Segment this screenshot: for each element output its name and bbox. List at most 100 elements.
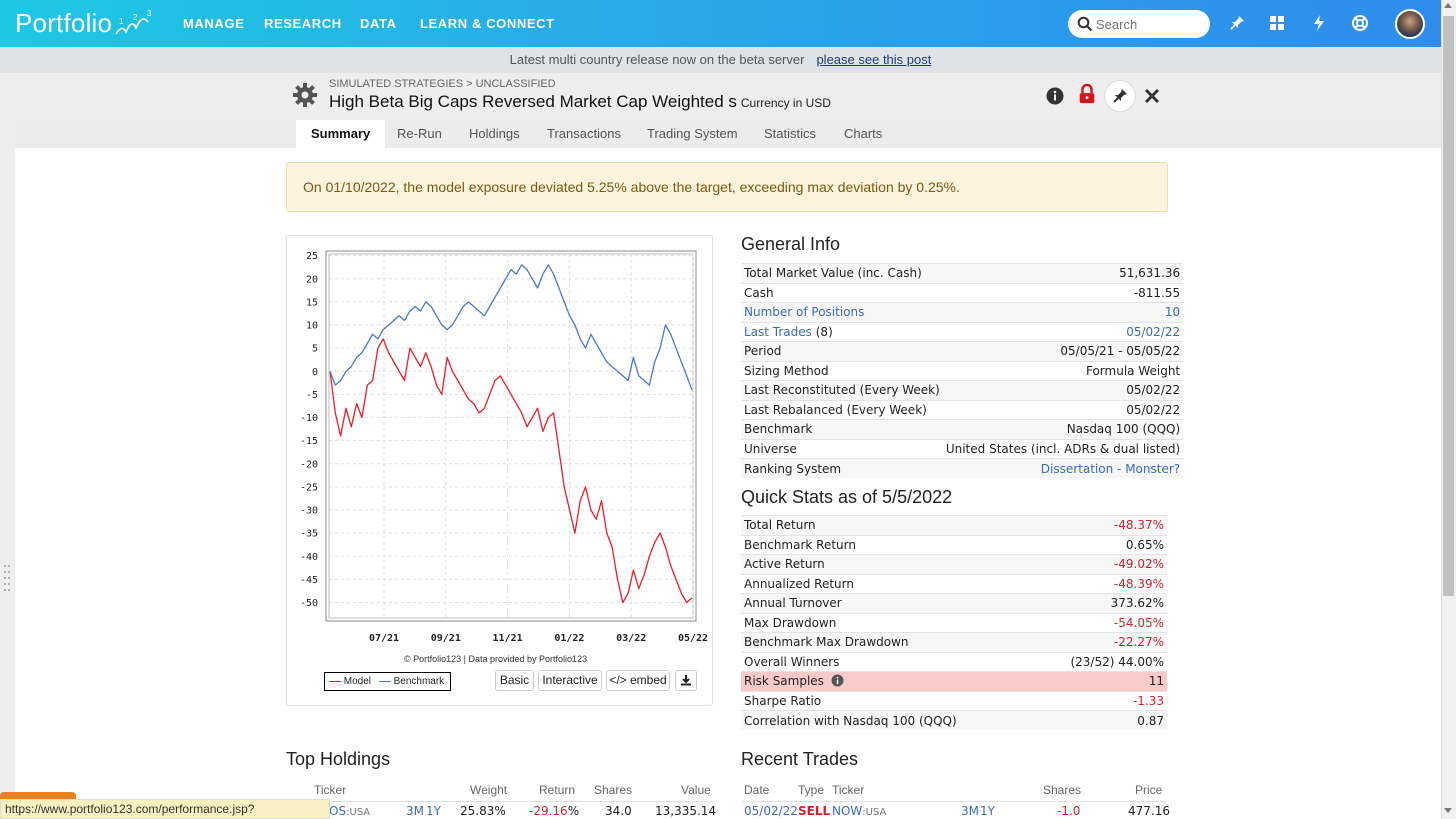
basic-chart-button[interactable]: Basic xyxy=(495,670,534,691)
table-row: Benchmark Return 0.65% xyxy=(741,534,1167,555)
gear-icon[interactable] xyxy=(292,82,318,108)
holding-3m-link[interactable]: 3M xyxy=(406,804,424,818)
nav-data[interactable]: DATA xyxy=(360,16,397,31)
col-ticker[interactable]: Ticker xyxy=(314,783,347,797)
row-label: Total Return xyxy=(741,515,1034,535)
x-tick-label: 11/21 xyxy=(493,633,523,644)
row-value: -54.05% xyxy=(1033,612,1167,633)
table-row: Benchmark Max Drawdown -22.27% xyxy=(741,632,1167,652)
trade-date-link[interactable]: 05/02/22 xyxy=(744,804,798,818)
search-box[interactable] xyxy=(1068,10,1210,38)
nav-manage[interactable]: MANAGE xyxy=(183,16,245,31)
row-label: Annualized Return xyxy=(741,573,1034,594)
trade-ticker[interactable]: NOW:USA xyxy=(832,804,887,818)
number-of-positions-link[interactable]: Number of Positions xyxy=(741,302,943,322)
general-info-title: General Info xyxy=(741,234,841,254)
ranking-system-link[interactable]: Dissertation - Monster? xyxy=(942,458,1184,478)
holding-shares: 34.0 xyxy=(605,804,632,818)
row-label: Overall Winners xyxy=(741,651,1034,672)
announcement-link[interactable]: please see this post xyxy=(816,52,932,67)
breadcrumb[interactable]: SIMULATED STRATEGIES > UNCLASSIFIED xyxy=(329,78,556,90)
table-row: Total Return -48.37% xyxy=(741,515,1167,535)
col-weight[interactable]: Weight xyxy=(470,783,508,797)
feedback-tab[interactable] xyxy=(0,792,76,800)
tab-statistics[interactable]: Statistics xyxy=(764,126,817,141)
info-icon[interactable] xyxy=(831,674,844,687)
col-ticker[interactable]: Ticker xyxy=(832,783,865,797)
top-holdings-title: Top Holdings xyxy=(286,749,391,769)
download-chart-button[interactable] xyxy=(675,670,697,691)
row-value: -811.55 xyxy=(942,282,1184,303)
col-value[interactable]: Value xyxy=(681,783,711,797)
col-return[interactable]: Return xyxy=(539,783,576,797)
row-label: Sizing Method xyxy=(741,360,943,381)
dashboard-grid-icon[interactable] xyxy=(1268,14,1286,32)
interactive-chart-button[interactable]: Interactive xyxy=(538,670,602,691)
trade-1y-link[interactable]: 1Y xyxy=(980,804,995,818)
lightning-icon[interactable] xyxy=(1310,14,1328,32)
lock-icon[interactable] xyxy=(1077,84,1097,104)
info-icon[interactable] xyxy=(1045,86,1065,106)
table-row: Number of Positions 10 xyxy=(741,302,1184,322)
scroll-up-arrow-icon[interactable] xyxy=(1444,3,1452,8)
y-tick-label: 0 xyxy=(312,367,318,378)
scroll-down-arrow-icon[interactable] xyxy=(1444,808,1452,813)
table-row: Annualized Return -48.39% xyxy=(741,573,1167,594)
last-trades-link[interactable]: Last Trades xyxy=(744,324,812,339)
tab-summary[interactable]: Summary xyxy=(296,120,386,148)
portfolio123-logo[interactable]: Portfolio xyxy=(15,8,113,38)
tab-trading-system[interactable]: Trading System xyxy=(647,126,738,141)
col-type[interactable]: Type xyxy=(798,783,825,797)
user-avatar[interactable] xyxy=(1395,9,1425,39)
row-value: -1.33 xyxy=(1033,690,1167,711)
tab-re-run[interactable]: Re-Run xyxy=(397,126,442,141)
col-shares[interactable]: Shares xyxy=(594,783,633,797)
x-tick-label: 05/22 xyxy=(678,633,708,644)
currency-label: Currency in USD xyxy=(740,96,831,110)
table-row: Last Rebalanced (Every Week) 05/02/22 xyxy=(741,399,1184,420)
row-value: Nasdaq 100 (QQQ) xyxy=(942,419,1184,439)
trade-3m-link[interactable]: 3M xyxy=(961,804,979,818)
holding-1y-link[interactable]: 1Y xyxy=(426,804,441,818)
row-value: -22.27% xyxy=(1033,632,1167,652)
table-row: Correlation with Nasdaq 100 (QQQ) 0.87 xyxy=(741,710,1167,730)
scrollbar-thumb[interactable] xyxy=(1443,16,1454,596)
row-label: Benchmark Max Drawdown xyxy=(741,632,1034,652)
row-value: -48.39% xyxy=(1033,573,1167,594)
embed-chart-button[interactable]: </> embed xyxy=(606,670,670,691)
row-value: 05/02/22 xyxy=(942,380,1184,400)
col-price[interactable]: Price xyxy=(1135,783,1163,797)
row-label: Benchmark xyxy=(741,419,943,439)
row-label: Sharpe Ratio xyxy=(741,690,1034,711)
row-value: -49.02% xyxy=(1033,554,1167,574)
last-trades-date-link[interactable]: 05/02/22 xyxy=(942,321,1184,342)
quick-stats-title: Quick Stats as of 5/5/2022 xyxy=(741,487,953,507)
nav-learn-connect[interactable]: LEARN & CONNECT xyxy=(420,16,555,31)
row-value: (23/52) 44.00% xyxy=(1033,651,1167,672)
row-label: Total Market Value (inc. Cash) xyxy=(741,263,943,283)
risk-samples-label: Risk Samples xyxy=(744,674,824,689)
help-lifebuoy-icon[interactable] xyxy=(1351,14,1369,32)
tab-holdings[interactable]: Holdings xyxy=(469,126,520,141)
holding-ticker[interactable]: OS:USA xyxy=(329,804,371,818)
y-tick-label: -10 xyxy=(300,413,318,424)
close-icon[interactable] xyxy=(1143,87,1161,105)
search-input[interactable] xyxy=(1096,14,1202,34)
x-tick-label: 03/22 xyxy=(616,633,646,644)
row-label: Correlation with Nasdaq 100 (QQQ) xyxy=(741,710,1034,730)
performance-chart[interactable]: 25 20 15 10 5 0 -5 -10 -15 -20 -25 -30 -35 -40 -45 -50 0… xyxy=(290,245,710,650)
drag-handle-icon[interactable] xyxy=(3,563,11,593)
y-tick-label: -50 xyxy=(300,598,318,609)
table-row: Active Return -49.02% xyxy=(741,554,1167,574)
download-icon xyxy=(681,675,691,686)
row-label: Universe xyxy=(741,438,943,459)
positions-count-link[interactable]: 10 xyxy=(942,302,1184,322)
tab-bar xyxy=(15,120,1441,148)
col-date[interactable]: Date xyxy=(744,783,770,797)
table-row: Ranking System Dissertation - Monster? xyxy=(741,458,1184,478)
tab-charts[interactable]: Charts xyxy=(844,126,883,141)
tab-transactions[interactable]: Transactions xyxy=(547,126,621,141)
pin-icon[interactable] xyxy=(1228,14,1246,32)
col-shares[interactable]: Shares xyxy=(1043,783,1082,797)
nav-research[interactable]: RESEARCH xyxy=(264,16,342,31)
